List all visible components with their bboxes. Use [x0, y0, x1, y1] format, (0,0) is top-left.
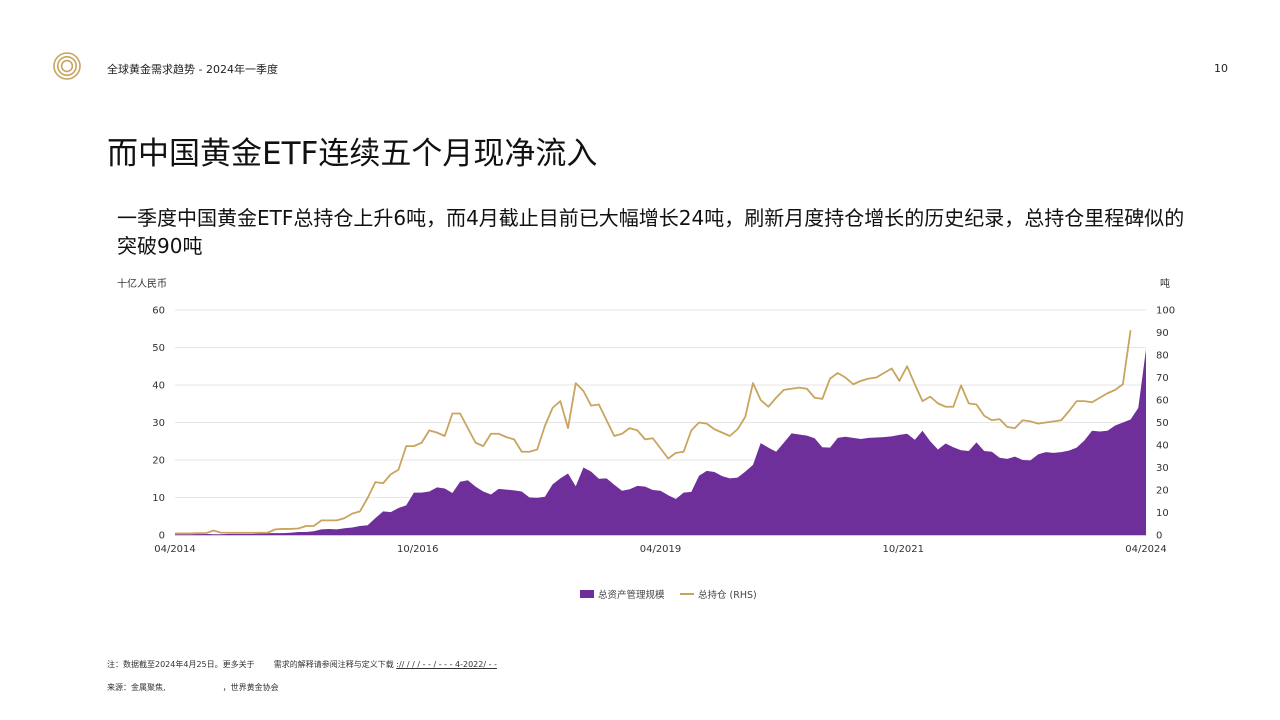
- right-tick-label: 70: [1156, 373, 1169, 384]
- slide-subheadline: 一季度中国黄金ETF总持仓上升6吨，而4月截止目前已大幅增长24吨，刷新月度持仓…: [117, 206, 1185, 258]
- right-axis-ticks: 0 10 20 30 40 50 60 70 80 90 100: [1156, 306, 1175, 542]
- right-tick-label: 20: [1156, 486, 1169, 497]
- legend-swatch-line: [680, 593, 694, 595]
- right-tick-label: 80: [1156, 351, 1169, 362]
- left-tick-label: 50: [152, 343, 165, 354]
- x-tick-label: 04/2019: [640, 544, 682, 555]
- right-tick-label: 60: [1156, 396, 1169, 407]
- right-tick-label: 30: [1156, 463, 1169, 474]
- right-tick-label: 100: [1156, 306, 1175, 317]
- footnote-middle: 需求的解释请参阅注释与定义下载: [273, 660, 394, 669]
- left-axis-unit-label: 十亿人民币: [117, 279, 167, 290]
- right-axis-unit-label: 吨: [1160, 279, 1170, 290]
- left-tick-label: 60: [152, 306, 165, 317]
- series-aum-area: [175, 349, 1146, 535]
- slide-headline: 而中国黄金ETF连续五个月现净流入: [107, 136, 598, 172]
- x-tick-label: 04/2024: [1125, 544, 1167, 555]
- left-tick-label: 30: [152, 418, 165, 429]
- legend-item-holdings: 总持仓 (RHS): [680, 587, 757, 601]
- left-tick-label: 20: [152, 456, 165, 467]
- right-tick-label: 90: [1156, 328, 1169, 339]
- etf-chart: 0 10 20 30 40 50 60 0 10 20 30 40 50 60 70 80 90 100 04/…: [152, 306, 1175, 556]
- page-number: 10: [1214, 62, 1228, 75]
- footnote-prefix: 注：数据截至2024年4月25日。更多关于: [107, 660, 255, 669]
- chart-legend: 总资产管理规模 总持仓 (RHS): [0, 587, 1280, 601]
- left-tick-label: 10: [152, 493, 165, 504]
- wgc-rings-logo-icon: [53, 52, 81, 80]
- footnote: 注：数据截至2024年4月25日。更多关于 需求的解释请参阅注释与定义下载 :/…: [107, 659, 497, 670]
- footnote-link[interactable]: :// / / / - - / - - - 4-2022/ - -: [396, 660, 497, 669]
- legend-label-aum: 总资产管理规模: [598, 590, 665, 601]
- source-note: 来源：金属聚焦, ，世界黄金协会: [107, 682, 279, 693]
- source-suffix: ，世界黄金协会: [222, 683, 279, 692]
- right-tick-label: 0: [1156, 531, 1162, 542]
- legend-item-aum: 总资产管理规模: [580, 587, 665, 601]
- legend-swatch-area: [580, 590, 594, 598]
- report-title: 全球黄金需求趋势 - 2024年一季度: [107, 63, 278, 76]
- left-tick-label: 40: [152, 381, 165, 392]
- source-prefix: 来源：金属聚焦,: [107, 683, 166, 692]
- x-tick-label: 10/2016: [397, 544, 439, 555]
- right-tick-label: 40: [1156, 441, 1169, 452]
- x-tick-label: 10/2021: [882, 544, 924, 555]
- x-axis-ticks: 04/2014 10/2016 04/2019 10/2021 04/2024: [154, 544, 1167, 555]
- left-tick-label: 0: [159, 531, 165, 542]
- x-tick-label: 04/2014: [154, 544, 196, 555]
- right-tick-label: 10: [1156, 508, 1169, 519]
- right-tick-label: 50: [1156, 418, 1169, 429]
- left-axis-ticks: 0 10 20 30 40 50 60: [152, 306, 165, 542]
- series-holdings-line: [175, 330, 1132, 535]
- legend-label-holdings: 总持仓 (RHS): [698, 590, 757, 601]
